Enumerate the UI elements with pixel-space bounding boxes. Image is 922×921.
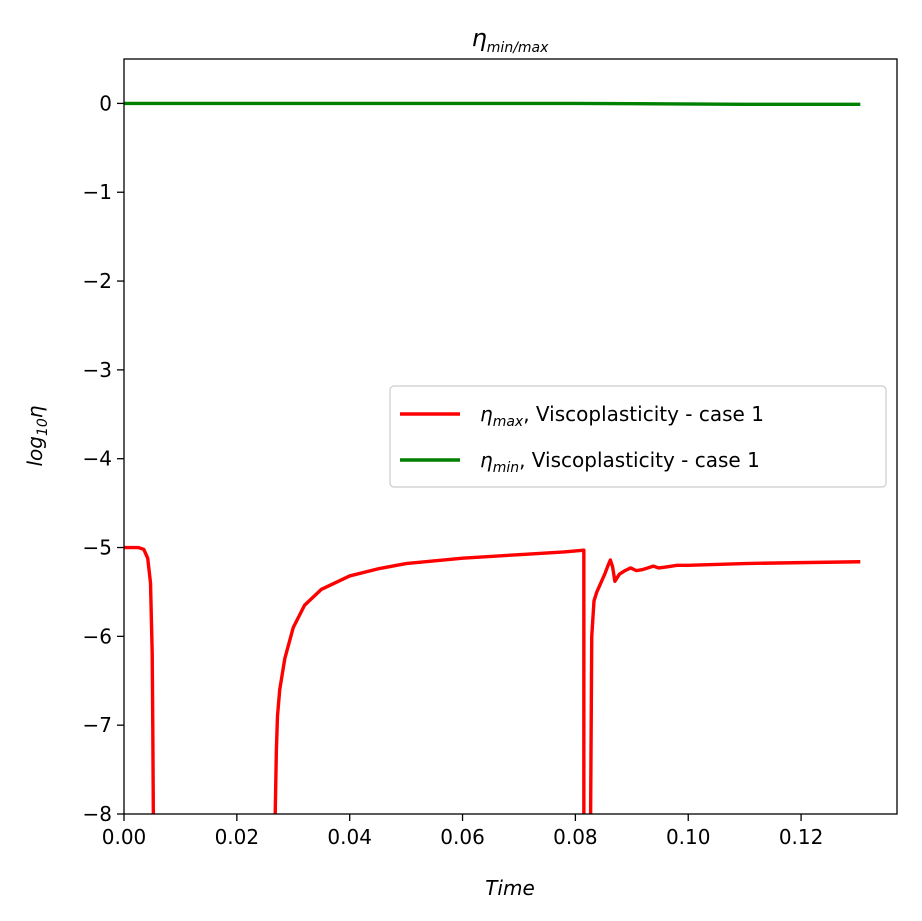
series-line-max-segment-1 xyxy=(124,545,156,814)
x-axis-label: Time xyxy=(485,876,535,900)
y-tick-label: −5 xyxy=(83,536,112,560)
y-tick-label: −8 xyxy=(83,802,112,826)
y-axis-label: log10η xyxy=(23,405,51,466)
y-tick-label: −7 xyxy=(83,713,112,737)
x-axis: 0.00 0.02 0.04 0.06 0.08 0.10 0.12 xyxy=(102,814,824,849)
x-tick-label: 0.00 xyxy=(102,825,147,849)
legend: ηmax, Viscoplasticity - case 1 ηmin, Visc… xyxy=(389,385,887,488)
x-tick-label: 0.06 xyxy=(440,825,485,849)
y-tick-label: −3 xyxy=(83,358,112,382)
y-tick-label: −6 xyxy=(83,624,112,648)
chart-title: ηmin/max xyxy=(472,24,550,56)
series-line-min-segment-1 xyxy=(124,101,861,106)
plot-area xyxy=(123,58,898,815)
y-tick-label: −4 xyxy=(83,447,112,471)
plot-frame xyxy=(123,58,898,815)
series-line-max-segment-3 xyxy=(588,558,861,814)
y-axis: 0 −1 −2 −3 −4 −5 −6 −7 −8 xyxy=(83,91,124,826)
x-tick-label: 0.12 xyxy=(779,825,824,849)
x-tick-label: 0.10 xyxy=(666,825,711,849)
y-tick-label: −2 xyxy=(83,269,112,293)
legend-box xyxy=(389,385,887,488)
y-tick-label: −1 xyxy=(83,180,112,204)
x-tick-label: 0.04 xyxy=(327,825,372,849)
x-tick-label: 0.02 xyxy=(215,825,260,849)
series-line-max-segment-2 xyxy=(273,548,586,814)
x-tick-label: 0.08 xyxy=(553,825,598,849)
legend-label-max: ηmax, Viscoplasticity - case 1 xyxy=(480,402,764,430)
legend-label-min: ηmin, Viscoplasticity - case 1 xyxy=(480,448,760,476)
y-tick-label: 0 xyxy=(99,91,112,115)
